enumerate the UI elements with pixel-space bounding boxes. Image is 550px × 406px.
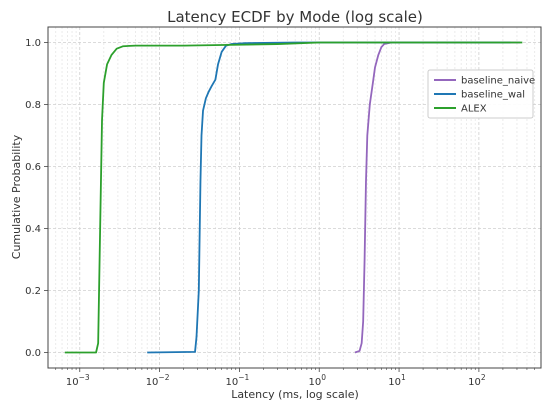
legend-label: baseline_naive: [461, 76, 535, 87]
x-axis: 10−3 10−2 10−1 100 101 102: [55, 368, 535, 388]
x-tick-label: 100: [308, 373, 326, 388]
x-tick-label: 10−2: [146, 373, 170, 388]
y-axis-label: Cumulative Probability: [10, 134, 23, 259]
y-tick-label: 0.8: [25, 100, 41, 111]
series-line-ALEX: [64, 41, 523, 354]
x-tick-label: 10−3: [66, 373, 90, 388]
chart-title: Latency ECDF by Mode (log scale): [167, 8, 423, 26]
y-axis: 0.0 0.2 0.4 0.6 0.8 1.0: [25, 38, 48, 359]
y-tick-label: 0.4: [25, 224, 41, 235]
y-tick-label: 0.6: [25, 162, 41, 173]
legend-label: ALEX: [461, 104, 487, 115]
x-tick-label: 101: [388, 373, 406, 388]
y-tick-label: 0.2: [25, 286, 41, 297]
y-tick-label: 1.0: [25, 38, 41, 49]
y-tick-label: 0.0: [25, 348, 41, 359]
plot-frame: [47, 26, 542, 369]
x-tick-label: 102: [468, 373, 486, 388]
x-axis-label: Latency (ms, log scale): [231, 388, 359, 401]
series-layer: [64, 41, 523, 354]
grid: [48, 27, 541, 368]
legend-label: baseline_wal: [461, 90, 525, 101]
x-tick-label: 10−1: [226, 373, 250, 388]
legend-box: [427, 69, 534, 119]
legend: baseline_naive baseline_wal ALEX: [427, 69, 535, 119]
